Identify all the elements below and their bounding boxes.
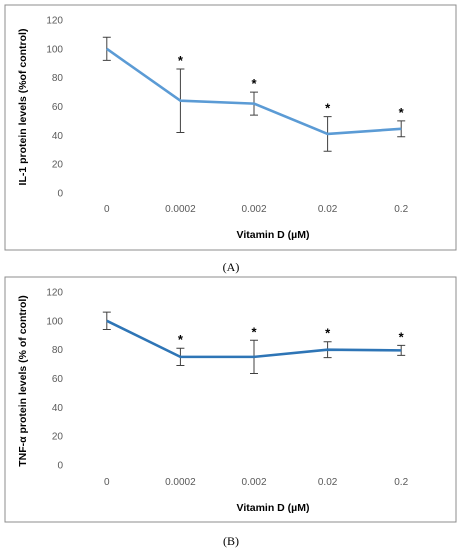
y-tick-label: 120	[46, 16, 63, 27]
y-tick-label: 40	[52, 131, 64, 142]
x-tick-label: 0.02	[318, 477, 338, 488]
y-tick-labels: 0 20 40 60 80 100 120	[46, 288, 63, 472]
y-tick-label: 100	[46, 44, 63, 55]
x-tick-label: 0.002	[241, 477, 266, 488]
y-tick-label: 120	[46, 288, 63, 299]
x-tick-label: 0.02	[318, 204, 338, 215]
y-tick-label: 20	[52, 160, 64, 171]
y-tick-label: 60	[52, 374, 64, 385]
panel-label-a: (A)	[223, 260, 240, 274]
significance-star: *	[178, 332, 184, 347]
x-tick-label: 0.2	[394, 477, 408, 488]
y-axis-title: TNF-α protein levels (% of control)	[17, 295, 29, 467]
y-tick-label: 100	[46, 316, 63, 327]
error-bar	[102, 311, 111, 330]
significance-star: *	[251, 76, 257, 91]
y-tick-label: 80	[52, 73, 64, 84]
significance-star: *	[399, 329, 405, 344]
x-tick-label: 0.2	[394, 204, 408, 215]
chart-frame	[4, 276, 457, 523]
y-tick-label: 20	[52, 432, 64, 443]
x-tick-label: 0	[104, 204, 110, 215]
x-tick-label: 0	[104, 477, 110, 488]
significance-star: *	[178, 53, 184, 68]
y-tick-label: 40	[52, 403, 64, 414]
x-axis-title: Vitamin D (µM)	[237, 229, 310, 241]
x-tick-labels: 0 0.0002 0.002 0.02 0.2	[104, 477, 409, 488]
y-tick-label: 60	[52, 102, 64, 113]
chart-tnf-alpha: 0 20 40 60 80 100 120 0 0.0002 0.002 0.02 0.2 TNF-…	[4, 276, 457, 523]
significance-star: *	[251, 324, 257, 339]
x-tick-label: 0.0002	[165, 477, 196, 488]
chart-frame	[4, 4, 457, 251]
y-tick-label: 0	[57, 189, 63, 200]
significance-markers: * * * *	[178, 324, 405, 347]
significance-star: *	[325, 326, 331, 341]
y-tick-label: 0	[57, 461, 63, 472]
series-line	[106, 319, 402, 359]
y-axis-title: IL-1 protein levels (%of control)	[17, 29, 29, 186]
significance-star: *	[399, 105, 405, 120]
significance-star: *	[325, 101, 331, 116]
x-tick-labels: 0 0.0002 0.002 0.02 0.2	[104, 204, 409, 215]
x-tick-label: 0.002	[241, 204, 266, 215]
x-axis-title: Vitamin D (µM)	[237, 502, 310, 514]
y-tick-labels: 0 20 40 60 80 100 120	[46, 16, 63, 200]
chart-il1: 0 20 40 60 80 100 120 0 0.0002 0.002 0.02 0.2 IL-1…	[4, 4, 457, 251]
y-tick-label: 80	[52, 345, 64, 356]
panel-label-b: (B)	[223, 534, 239, 548]
significance-markers: * * * *	[178, 53, 405, 120]
series-line	[106, 47, 402, 136]
x-tick-label: 0.0002	[165, 204, 196, 215]
